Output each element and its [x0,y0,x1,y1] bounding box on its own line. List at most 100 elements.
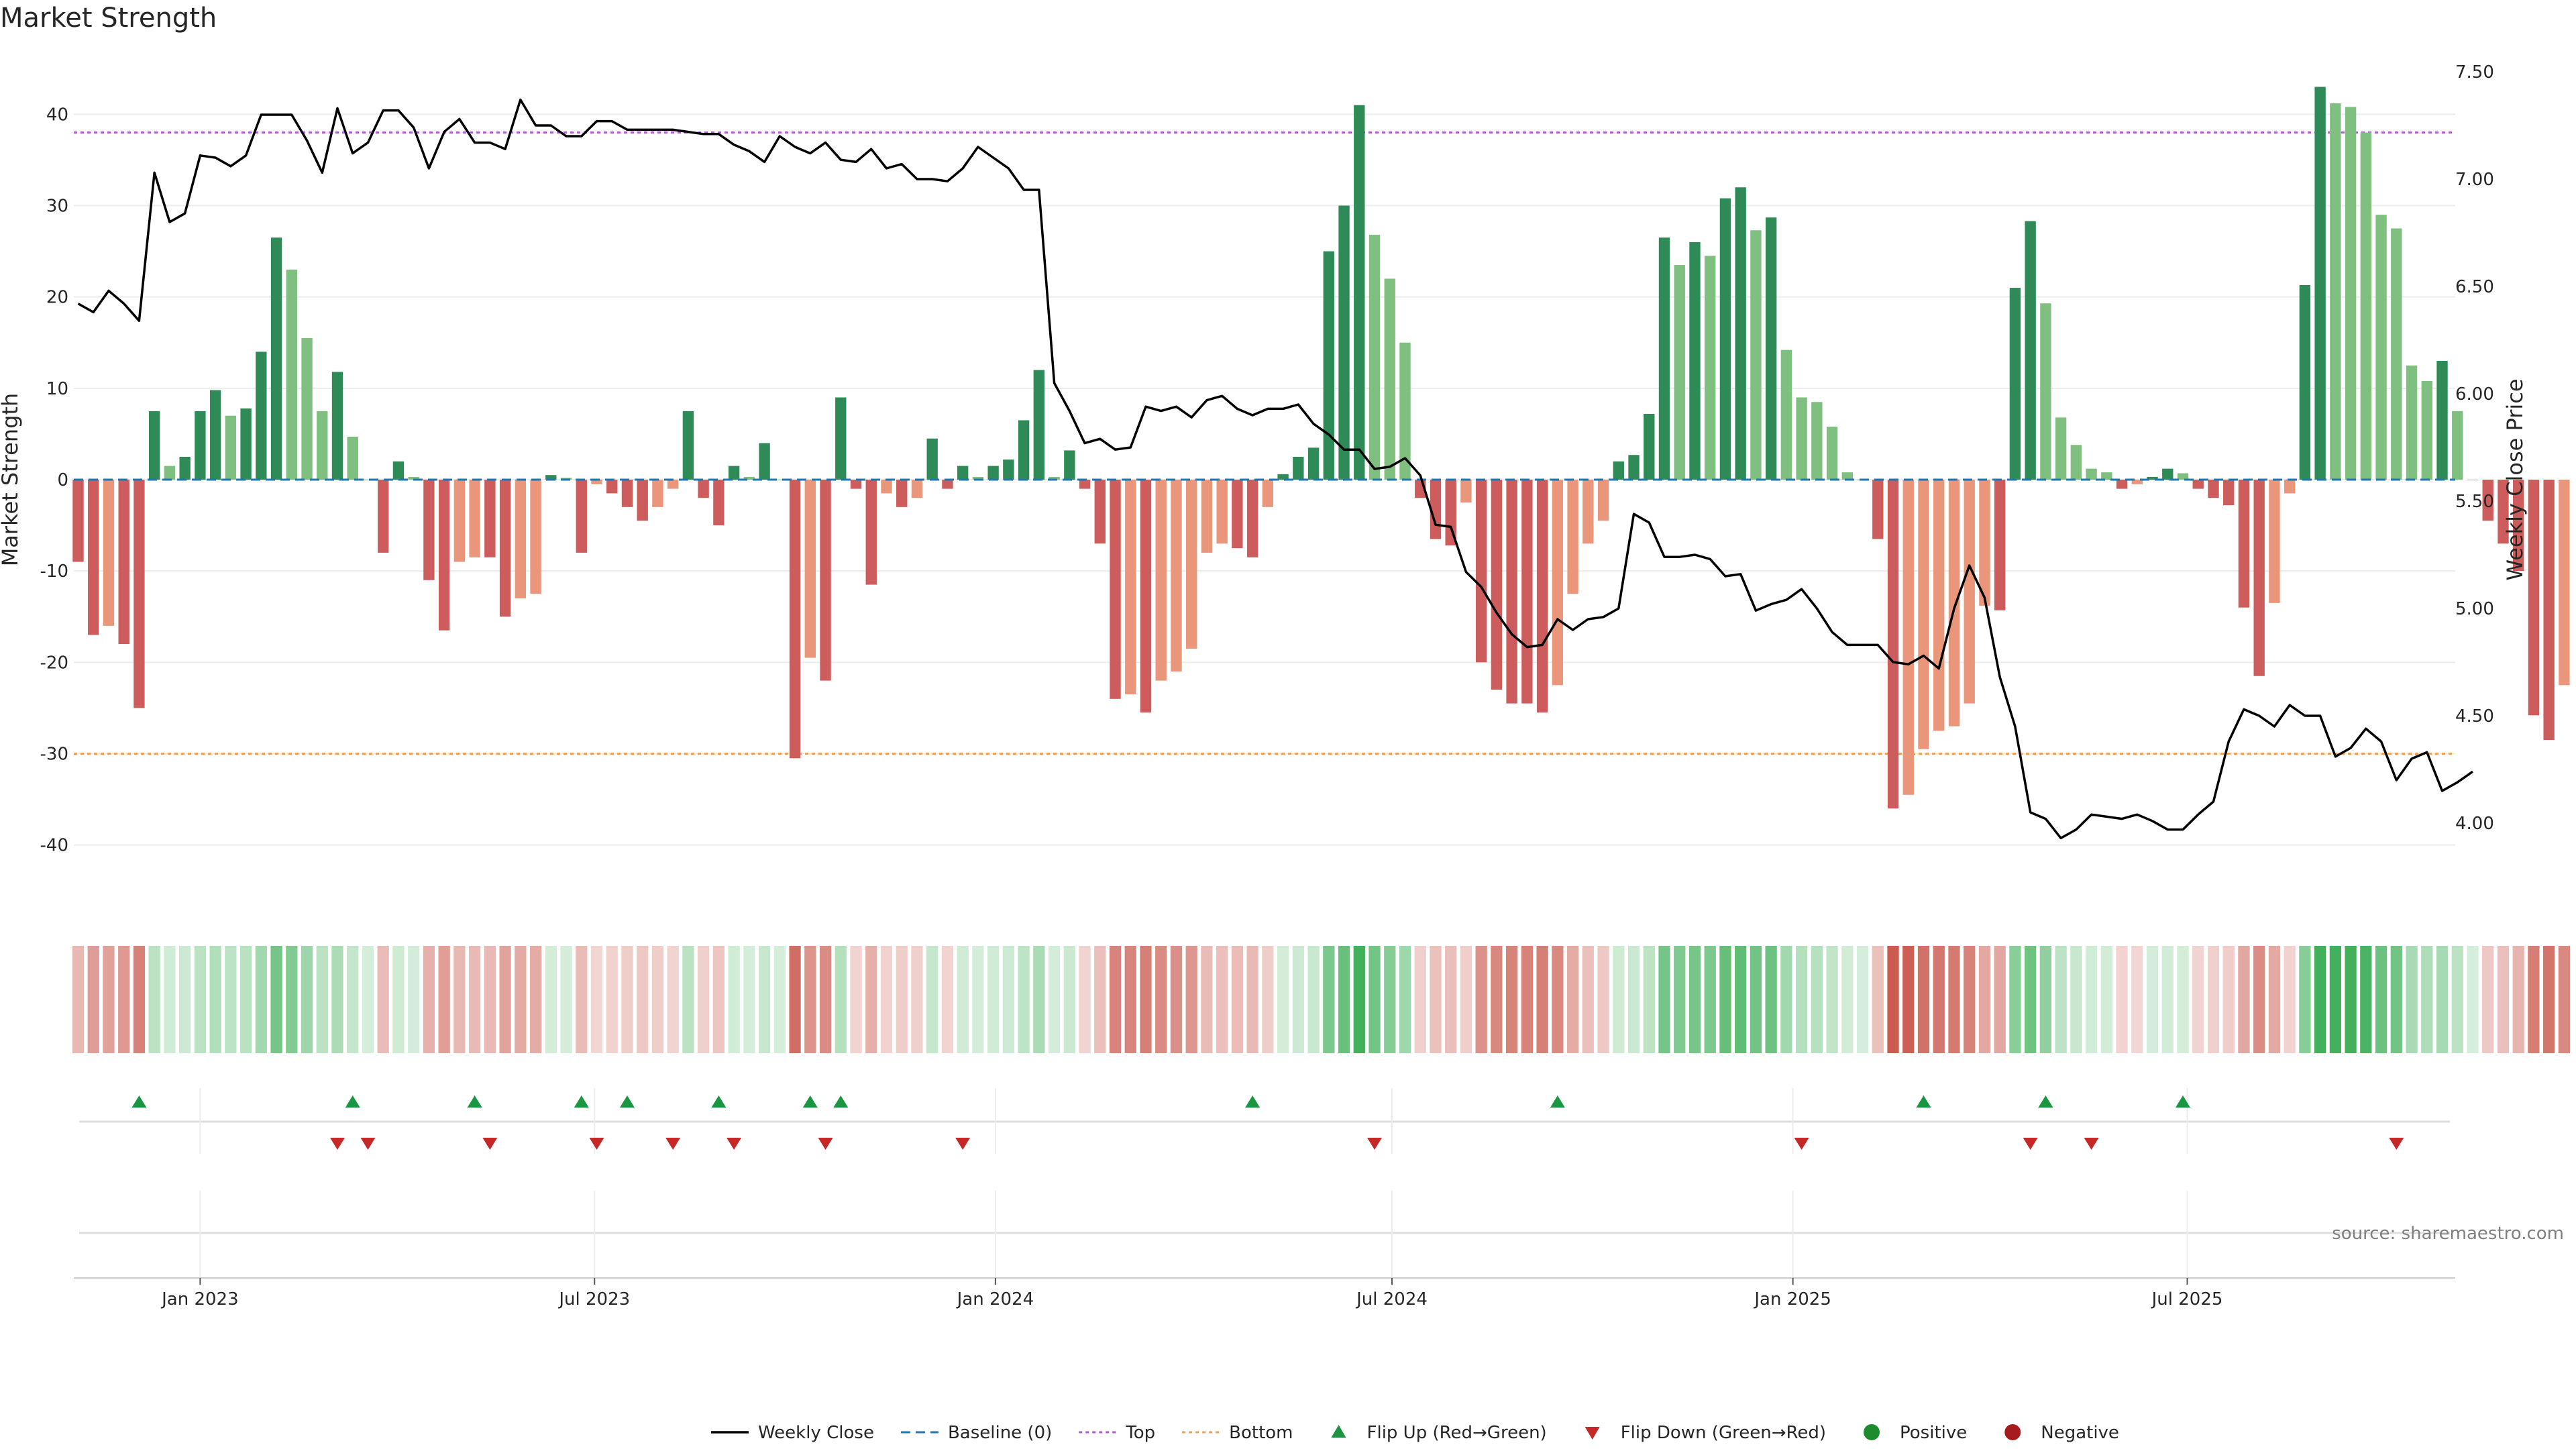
heat-cell [698,946,710,1053]
heat-cell [2482,946,2494,1053]
heat-cell [484,946,496,1053]
heat-cell [1307,946,1320,1053]
flip-up-marker [711,1095,727,1108]
strength-bar [2116,480,2128,489]
strength-bar [484,480,496,557]
strength-bar [392,461,405,480]
strength-bar [2345,107,2357,480]
heat-cell [529,946,542,1053]
legend-item-close: Weekly Close [711,1423,874,1443]
strength-bar [865,480,877,585]
strength-bar [698,480,709,498]
heat-cell [2268,946,2281,1053]
heat-cell [712,946,725,1053]
heat-cell [2100,946,2112,1053]
legend-swatch [1331,1425,1346,1438]
heat-cell [2025,946,2037,1053]
heat-cell [896,946,908,1053]
strength-bar [225,415,237,480]
heat-cell [758,946,771,1053]
strength-bar [2086,468,2097,480]
heat-cell [2558,946,2571,1053]
flip-up-marker [467,1095,482,1108]
strength-bar [2360,132,2372,480]
strength-bar [301,337,313,480]
flip-up-marker [1550,1095,1565,1108]
flip-down-marker [330,1138,345,1150]
heat-cell [2131,946,2143,1053]
heat-cell [1643,946,1655,1053]
strength-bar [1003,460,1014,480]
strength-bar [2269,480,2280,603]
heat-cell [1627,946,1640,1053]
strength-bar [103,480,115,626]
heat-cell [72,946,85,1053]
heat-cell [225,946,237,1053]
heat-cell [1552,946,1564,1053]
y2-tick-label: 5.50 [2455,492,2494,512]
strength-bar [1293,456,1304,480]
heat-cell [880,946,893,1053]
heat-cell [1566,946,1579,1053]
heat-cell [728,946,740,1053]
heat-cell [1765,946,1777,1053]
y2-tick-label: 6.00 [2455,384,2494,405]
heat-cell [1323,946,1335,1053]
strength-bar [1582,480,1594,544]
y2-tick-label: 7.50 [2455,62,2494,83]
strength-bar [2330,103,2341,480]
strength-bar [1049,476,1060,480]
heat-cell [2345,946,2357,1053]
strength-bar [2055,417,2067,480]
strength-bar [2223,480,2235,506]
heat-cell [987,946,1000,1053]
strength-bar [1811,402,1823,480]
legend-label: Negative [2041,1423,2119,1443]
heat-cell [1124,946,1136,1053]
y2-tick-label: 7.00 [2455,170,2494,190]
strength-bar [2253,480,2265,676]
heat-cell [1094,946,1106,1053]
heat-cell [347,946,359,1053]
heat-cell [1170,946,1183,1053]
strength-bar [1125,480,1136,694]
legend-item-top: Top [1079,1423,1155,1443]
heat-cell [926,946,938,1053]
strength-bar [2406,365,2418,480]
strength-bar [1246,480,1258,557]
strength-bar [881,480,892,494]
heat-cell [1277,946,1289,1053]
strength-bar [652,480,663,507]
legend-label: Flip Down (Green→Red) [1621,1423,1826,1443]
strength-bar [423,480,435,580]
flip-up-marker [345,1095,360,1108]
flip-down-marker [727,1138,742,1150]
heat-cell [2360,946,2372,1053]
heat-cell [1521,946,1534,1053]
flip-up-marker [131,1095,147,1108]
strength-bar [2284,480,2296,494]
heat-cell [1597,946,1609,1053]
strength-bar [209,390,221,480]
strength-bar [911,480,923,498]
strength-bar [1460,480,1472,503]
strength-bar [118,480,129,645]
strength-bar [820,480,831,681]
strength-bar [1597,480,1609,521]
heat-cell [209,946,221,1053]
legend-label: Bottom [1229,1423,1293,1443]
heat-cell [316,946,328,1053]
heat-cell [362,946,374,1053]
y-tick-label: 20 [46,288,68,308]
strength-bar [957,466,969,480]
heat-cell [331,946,343,1053]
heat-cell [1414,946,1426,1053]
legend-label: Positive [1900,1423,1967,1443]
heat-cell [2451,946,2463,1053]
heat-cell [2177,946,2189,1053]
strength-bar [759,443,770,480]
heat-cell [1750,946,1762,1053]
strength-bar [789,480,801,759]
y-tick-label: 0 [57,470,68,490]
legend-item-bottom: Bottom [1182,1423,1293,1443]
